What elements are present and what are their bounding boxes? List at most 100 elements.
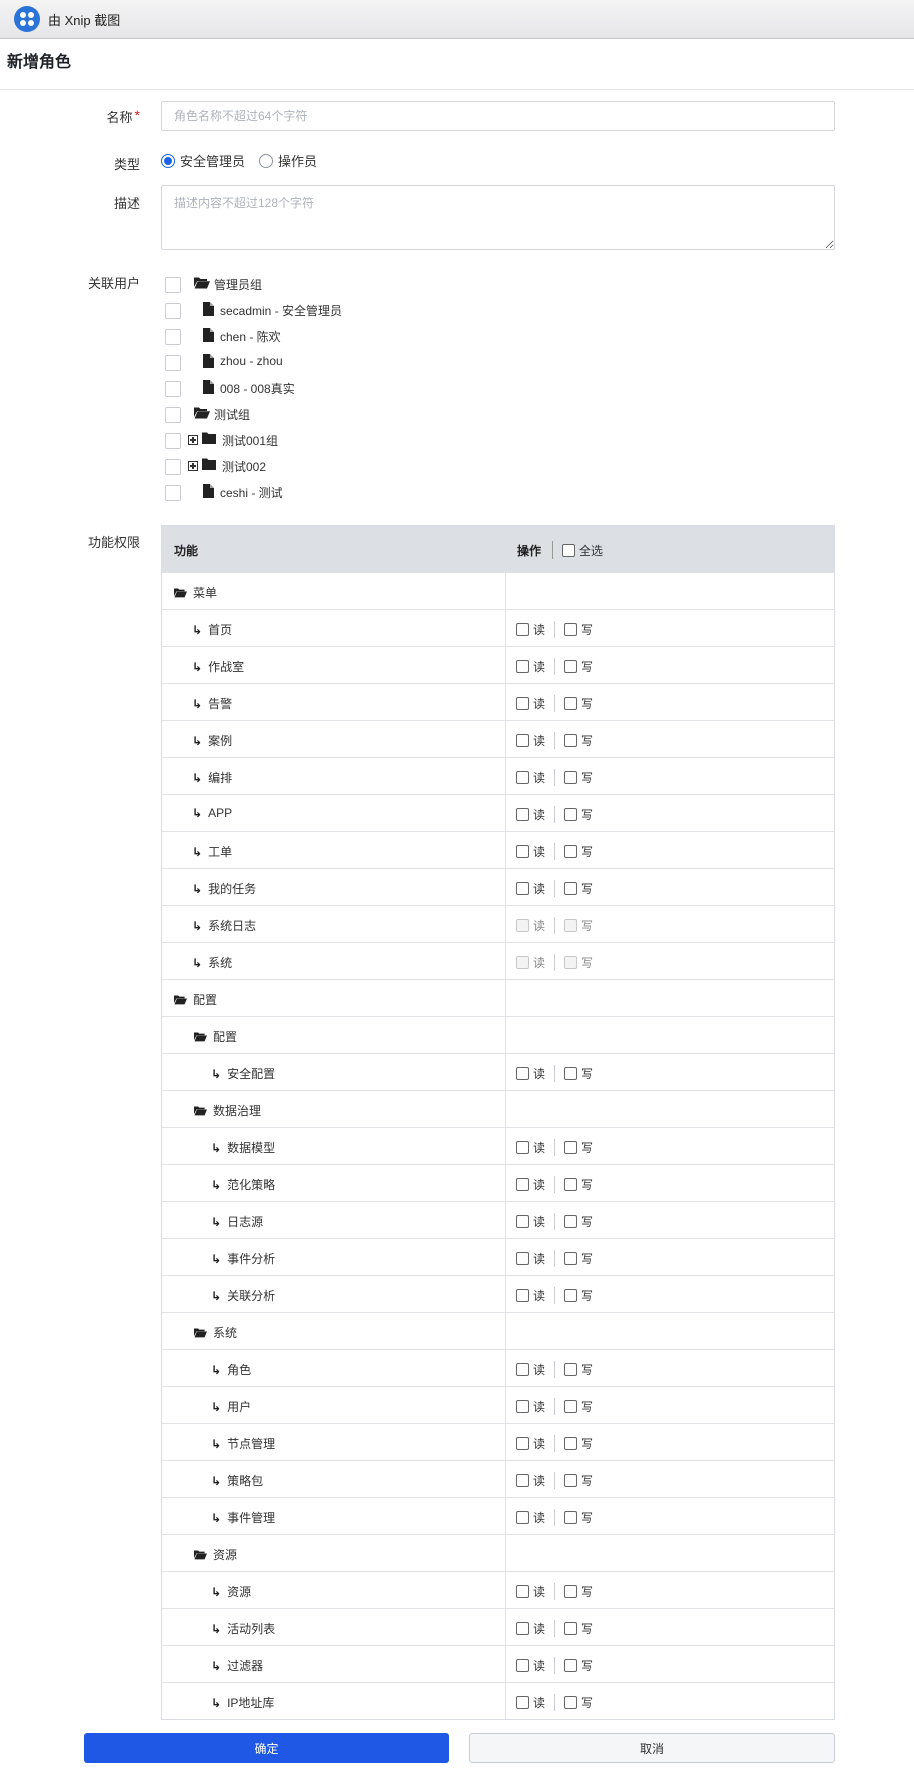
- user-tree-checkbox[interactable]: [165, 303, 181, 319]
- write-checkbox[interactable]: [564, 1178, 578, 1191]
- read-checkbox[interactable]: [516, 1696, 529, 1709]
- select-all-checkbox[interactable]: [562, 544, 575, 557]
- permission-row: ↳ APP 读写: [162, 794, 834, 831]
- read-checkbox[interactable]: [516, 1659, 529, 1672]
- permission-ops: 读写: [516, 1694, 593, 1711]
- permission-name: ↳ 节点管理: [211, 1435, 275, 1452]
- write-checkbox[interactable]: [564, 623, 578, 636]
- read-checkbox[interactable]: [516, 1585, 529, 1598]
- read-checkbox[interactable]: [516, 1252, 529, 1265]
- read-label: 读: [533, 1215, 546, 1229]
- write-checkbox[interactable]: [564, 1363, 578, 1376]
- permission-name: ↳ 关联分析: [211, 1287, 275, 1304]
- user-tree-node[interactable]: chen - 陈欢: [165, 323, 565, 349]
- read-checkbox[interactable]: [516, 1511, 529, 1524]
- write-checkbox[interactable]: [564, 771, 578, 784]
- read-checkbox[interactable]: [516, 1141, 529, 1154]
- read-checkbox[interactable]: [516, 882, 529, 895]
- radio-button[interactable]: [259, 153, 274, 168]
- permission-row: 菜单: [162, 572, 834, 609]
- write-checkbox[interactable]: [564, 1437, 578, 1450]
- write-checkbox[interactable]: [564, 1585, 578, 1598]
- permission-name-text: 角色: [227, 1363, 252, 1377]
- read-checkbox[interactable]: [516, 1178, 529, 1191]
- write-checkbox[interactable]: [564, 845, 578, 858]
- expand-plus-icon[interactable]: [188, 461, 198, 471]
- write-checkbox[interactable]: [564, 1511, 578, 1524]
- write-checkbox[interactable]: [564, 697, 578, 710]
- type-option-operator[interactable]: 操作员: [259, 151, 317, 170]
- write-checkbox[interactable]: [564, 1252, 578, 1265]
- read-checkbox[interactable]: [516, 1067, 529, 1080]
- user-tree-checkbox[interactable]: [165, 433, 181, 449]
- user-tree-node[interactable]: 008 - 008真实: [165, 375, 565, 401]
- read-checkbox[interactable]: [516, 660, 529, 673]
- user-tree-node[interactable]: 测试组: [165, 401, 565, 427]
- permission-row: ↳ 我的任务读写: [162, 868, 834, 905]
- write-checkbox[interactable]: [564, 1696, 578, 1709]
- description-textarea[interactable]: [161, 185, 835, 250]
- child-arrow-icon: ↳: [192, 955, 203, 970]
- write-checkbox[interactable]: [564, 1215, 578, 1228]
- permission-name-text: 编排: [208, 771, 233, 785]
- user-tree-node[interactable]: ceshi - 测试: [165, 479, 565, 505]
- child-arrow-icon: ↳: [211, 1436, 222, 1451]
- permission-name: 配置: [174, 991, 217, 1008]
- user-tree-node[interactable]: zhou - zhou: [165, 349, 565, 375]
- column-divider: [505, 1646, 506, 1682]
- type-option-security-admin[interactable]: 安全管理员: [161, 151, 245, 170]
- permission-row: ↳ 活动列表读写: [162, 1608, 834, 1645]
- user-tree-label: 管理员组: [214, 278, 263, 292]
- read-checkbox[interactable]: [516, 1474, 529, 1487]
- permission-name-text: 配置: [213, 1030, 238, 1044]
- read-checkbox[interactable]: [516, 1400, 529, 1413]
- read-checkbox[interactable]: [516, 623, 529, 636]
- read-checkbox[interactable]: [516, 1215, 529, 1228]
- user-tree-checkbox[interactable]: [165, 277, 181, 293]
- write-checkbox[interactable]: [564, 1659, 578, 1672]
- permission-name: ↳ 告警: [192, 695, 232, 712]
- write-label: 写: [581, 1474, 594, 1488]
- select-all[interactable]: 全选: [562, 542, 603, 559]
- permission-row: ↳ 节点管理读写: [162, 1423, 834, 1460]
- column-divider: [505, 869, 506, 905]
- read-checkbox[interactable]: [516, 845, 529, 858]
- read-checkbox[interactable]: [516, 1622, 529, 1635]
- write-checkbox[interactable]: [564, 734, 578, 747]
- role-name-input[interactable]: [161, 101, 835, 131]
- read-checkbox[interactable]: [516, 697, 529, 710]
- write-checkbox[interactable]: [564, 1141, 578, 1154]
- write-checkbox[interactable]: [564, 1622, 578, 1635]
- write-checkbox[interactable]: [564, 882, 578, 895]
- user-tree-checkbox[interactable]: [165, 459, 181, 475]
- radio-button-selected[interactable]: [161, 153, 175, 168]
- write-checkbox[interactable]: [564, 660, 578, 673]
- file-icon: [203, 380, 214, 394]
- user-tree-node[interactable]: secadmin - 安全管理员: [165, 297, 565, 323]
- user-tree-checkbox[interactable]: [165, 485, 181, 501]
- write-checkbox[interactable]: [564, 1400, 578, 1413]
- cancel-button[interactable]: 取消: [469, 1733, 835, 1763]
- permission-row: ↳ 日志源读写: [162, 1201, 834, 1238]
- write-checkbox[interactable]: [564, 1289, 578, 1302]
- read-checkbox[interactable]: [516, 808, 529, 821]
- confirm-button[interactable]: 确定: [84, 1733, 449, 1763]
- user-tree-checkbox[interactable]: [165, 407, 181, 423]
- read-checkbox[interactable]: [516, 734, 529, 747]
- user-tree-checkbox[interactable]: [165, 329, 181, 345]
- permission-ops: 读写: [516, 1398, 593, 1415]
- read-checkbox[interactable]: [516, 771, 529, 784]
- user-tree-node[interactable]: 测试002: [165, 453, 565, 479]
- write-checkbox[interactable]: [564, 1067, 578, 1080]
- user-tree-node[interactable]: 测试001组: [165, 427, 565, 453]
- read-checkbox[interactable]: [516, 1289, 529, 1302]
- write-checkbox[interactable]: [564, 1474, 578, 1487]
- user-tree-checkbox[interactable]: [165, 355, 181, 371]
- user-tree-node[interactable]: 管理员组: [165, 271, 565, 297]
- expand-plus-icon[interactable]: [188, 435, 198, 445]
- read-checkbox[interactable]: [516, 1363, 529, 1376]
- permission-ops: 读写: [516, 843, 593, 860]
- user-tree-checkbox[interactable]: [165, 381, 181, 397]
- write-checkbox[interactable]: [564, 808, 578, 821]
- read-checkbox[interactable]: [516, 1437, 529, 1450]
